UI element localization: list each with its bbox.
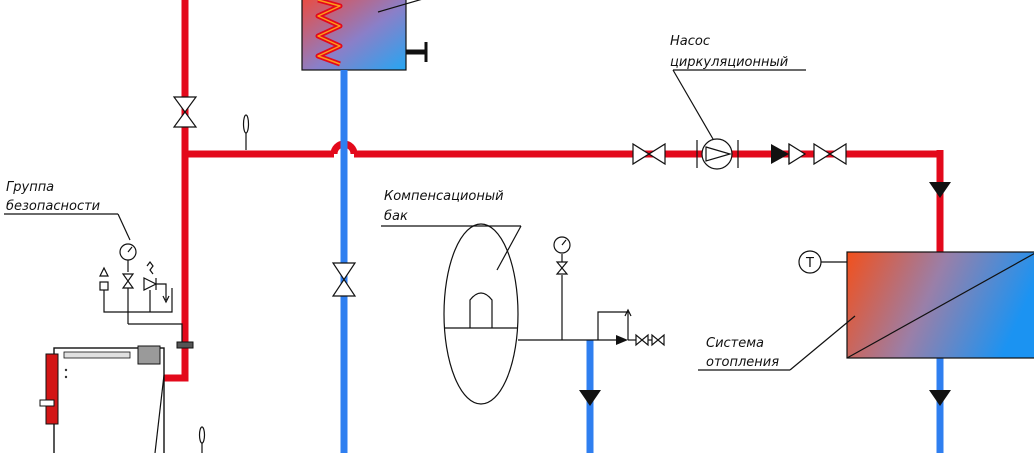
expansion-tank-label-line1: Компенсационый [384,189,504,204]
flow-arrow-down [929,390,951,406]
supply-pipes [160,0,944,382]
valve-supply-2 [813,142,847,166]
pipe-connector [176,341,194,349]
pump-label-line1: Насос [670,34,710,49]
circulation-pump [672,69,806,170]
safety-group-label-line1: Группа [6,180,54,195]
cold-water-inlet [406,42,428,62]
solid-fuel-boiler [39,345,165,453]
heating-system-label-line2: отопления [706,355,779,370]
expansion-tank-label-line2: бак [384,209,408,224]
safety-group-label-line2: безопасности [6,199,100,214]
flow-arrow-down [929,182,951,198]
temperature-sensor: T [798,250,822,274]
pump-label-line2: циркуляционный [670,55,788,70]
safety-group [99,243,183,344]
valve-supply-1 [632,142,666,166]
water-heater-tank [301,0,422,71]
flow-arrow-down [579,390,601,406]
heating-system-unit [698,251,1034,371]
expansion-tank [381,223,522,405]
thermometer-icon [198,426,206,453]
thermometer-icon [242,114,250,150]
check-valve [771,142,807,166]
valve-left-vertical [172,96,198,128]
valve-return-vertical [331,262,357,297]
temperature-sensor-symbol: T [805,256,814,271]
heating-system-label-line1: Система [706,336,764,351]
expansion-tank-connection [518,236,665,347]
